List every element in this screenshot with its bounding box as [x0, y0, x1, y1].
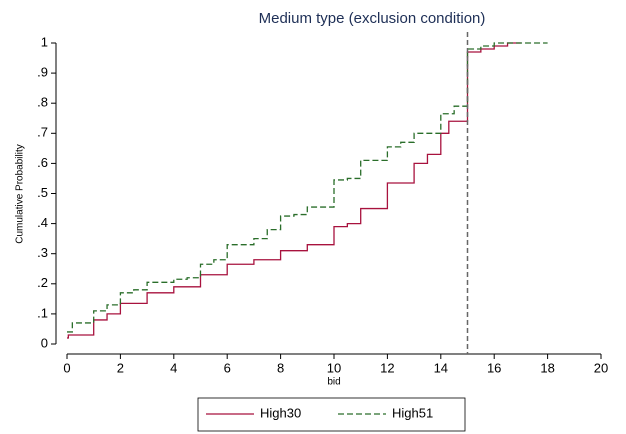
x-tick-label: 10: [327, 360, 341, 375]
y-tick-label: .9: [37, 65, 48, 80]
y-tick-label: .2: [37, 275, 48, 290]
x-tick-label: 14: [434, 360, 448, 375]
x-tick-label: 12: [380, 360, 394, 375]
x-tick-label: 6: [224, 360, 231, 375]
x-tick-label: 2: [117, 360, 124, 375]
y-tick-label: .3: [37, 245, 48, 260]
x-tick-label: 20: [594, 360, 608, 375]
legend-label: High30: [260, 405, 301, 420]
y-axis-label: Cumulative Probability: [15, 144, 26, 244]
x-axis-label: bid: [327, 377, 340, 388]
legend-label: High51: [392, 405, 433, 420]
y-tick-label: .1: [37, 305, 48, 320]
y-tick-label: 1: [41, 34, 48, 49]
y-tick-label: .4: [37, 215, 48, 230]
x-tick-label: 16: [487, 360, 501, 375]
x-tick-label: 0: [63, 360, 70, 375]
chart-title: Medium type (exclusion condition): [259, 10, 486, 27]
y-tick-label: .8: [37, 95, 48, 110]
y-tick-label: .6: [37, 155, 48, 170]
y-tick-label: .7: [37, 125, 48, 140]
y-tick-label: 0: [41, 335, 48, 350]
y-tick-label: .5: [37, 185, 48, 200]
x-tick-label: 4: [170, 360, 177, 375]
x-tick-label: 18: [540, 360, 554, 375]
x-tick-label: 8: [277, 360, 284, 375]
cdf-line: [67, 42, 521, 339]
cdf-line: [67, 42, 548, 333]
